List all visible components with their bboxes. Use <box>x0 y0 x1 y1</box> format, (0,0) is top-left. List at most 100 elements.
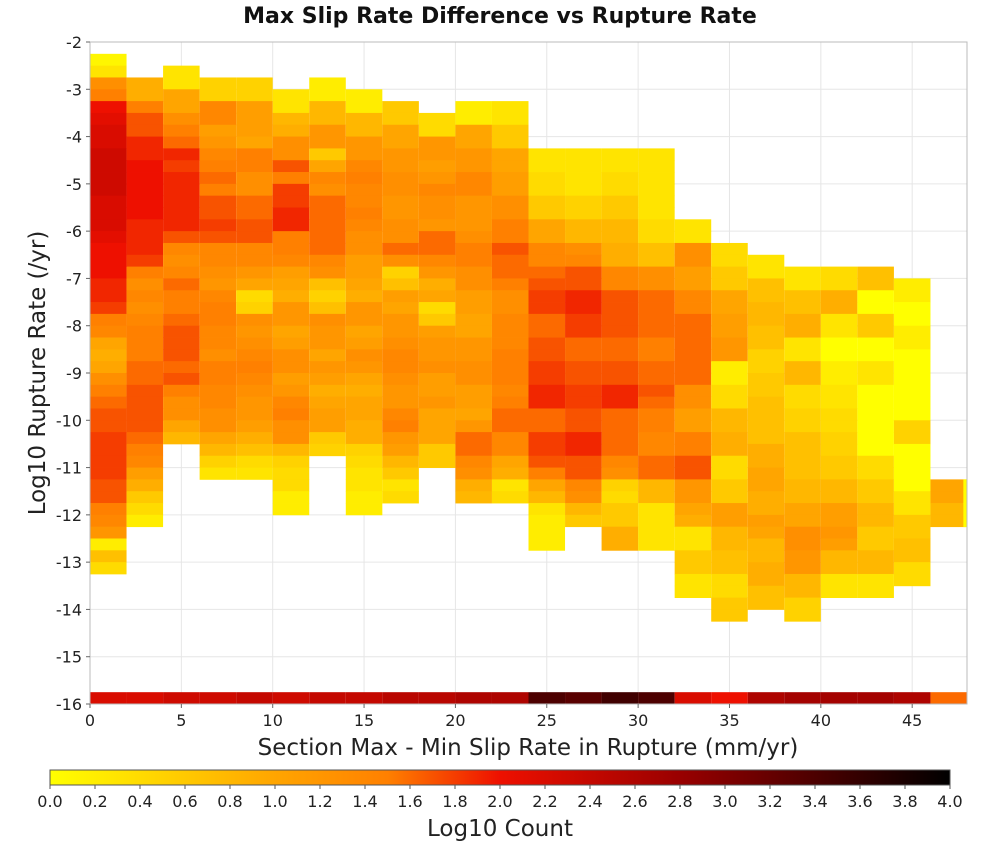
heatmap-cell <box>747 585 785 599</box>
heatmap-cell <box>199 219 237 232</box>
heatmap-cell <box>784 503 821 516</box>
heatmap-cell <box>491 325 529 338</box>
heatmap-cell <box>126 479 164 492</box>
heatmap-cell <box>126 325 164 338</box>
heatmap-cell <box>272 349 310 362</box>
heatmap-cell <box>126 136 164 149</box>
heatmap-cell <box>309 160 346 173</box>
x-tick-label: 5 <box>176 711 186 730</box>
heatmap-cell <box>747 597 785 610</box>
heatmap-cell <box>236 207 273 220</box>
heatmap-cell <box>784 443 821 457</box>
heatmap-cell <box>565 242 602 256</box>
heatmap-cell <box>565 195 602 208</box>
heatmap-cell <box>90 112 127 126</box>
heatmap-cell <box>820 514 858 528</box>
heatmap-cell <box>784 361 821 374</box>
heatmap-cell <box>674 573 712 587</box>
heatmap-cell <box>309 692 346 704</box>
heatmap-cell <box>309 373 346 386</box>
heatmap-cell <box>674 514 712 528</box>
x-tick-label: 25 <box>537 711 557 730</box>
heatmap-cell <box>528 172 566 185</box>
heatmap-cell <box>272 242 310 256</box>
heatmap-cell <box>90 479 127 492</box>
heatmap-cell <box>857 290 894 303</box>
heatmap-cell <box>309 242 346 256</box>
colorbar-tick-label: 0.0 <box>37 792 62 811</box>
heatmap-cell <box>601 172 639 185</box>
heatmap-cell <box>382 479 419 492</box>
heatmap-cell <box>126 337 164 350</box>
heatmap-cell <box>638 361 675 374</box>
heatmap-cell <box>418 219 456 232</box>
heatmap-cell <box>491 219 529 232</box>
heatmap-cell <box>126 231 164 244</box>
heatmap-cell <box>528 148 566 161</box>
heatmap-cell <box>90 242 127 256</box>
heatmap-cell <box>747 361 785 374</box>
heatmap-cell <box>382 325 419 338</box>
heatmap-cell <box>418 443 456 457</box>
heatmap-cell <box>857 420 894 433</box>
heatmap-cell <box>638 325 675 338</box>
heatmap-cell <box>893 562 931 575</box>
heatmap-cell <box>455 455 492 468</box>
heatmap-cell <box>674 361 712 374</box>
heatmap-cell <box>820 538 858 551</box>
heatmap-cell <box>820 443 858 457</box>
heatmap-cell <box>638 443 675 457</box>
heatmap-cell <box>674 278 712 291</box>
colorbar-tick-label: 4.0 <box>937 792 962 811</box>
heatmap-cell <box>857 302 894 315</box>
heatmap-cell <box>491 172 529 185</box>
heatmap-cell <box>236 148 273 161</box>
heatmap-cell <box>638 302 675 315</box>
heatmap-cell <box>126 467 164 480</box>
heatmap-cell <box>638 337 675 350</box>
heatmap-cell <box>126 112 164 126</box>
heatmap-cell <box>601 491 639 504</box>
heatmap-cell <box>893 408 931 421</box>
heatmap-cell <box>491 361 529 374</box>
heatmap-cell <box>272 373 310 386</box>
heatmap-cell <box>455 183 492 197</box>
heatmap-cell <box>857 538 894 551</box>
heatmap-cell <box>565 207 602 220</box>
heatmap-cell <box>674 467 712 480</box>
heatmap-cell <box>126 396 164 409</box>
heatmap-cell <box>528 432 566 445</box>
heatmap-cell <box>893 313 931 327</box>
heatmap-cell <box>272 479 310 492</box>
heatmap-cell <box>309 183 346 197</box>
heatmap-cell <box>491 455 529 468</box>
heatmap-cell <box>601 313 639 327</box>
heatmap-cell <box>820 503 858 516</box>
heatmap-cell <box>90 361 127 374</box>
heatmap-cell <box>820 313 858 327</box>
chart-title: Max Slip Rate Difference vs Rupture Rate <box>243 4 757 29</box>
heatmap-cell <box>309 195 346 208</box>
heatmap-cell <box>930 479 967 492</box>
heatmap-cell <box>163 420 200 433</box>
heatmap-cell <box>309 361 346 374</box>
heatmap-cell <box>126 254 164 268</box>
heatmap-cell <box>565 408 602 421</box>
heatmap-cell <box>199 692 237 704</box>
heatmap-cell <box>382 207 419 220</box>
heatmap-cell <box>674 443 712 457</box>
heatmap-cell <box>455 290 492 303</box>
heatmap-cell <box>528 479 566 492</box>
heatmap-cell <box>857 467 894 480</box>
heatmap-cell <box>345 160 383 173</box>
heatmap-cell <box>309 278 346 291</box>
heatmap-cell <box>601 432 639 445</box>
heatmap-cell <box>528 443 566 457</box>
heatmap-cell <box>236 337 273 350</box>
heatmap-cell <box>638 384 675 398</box>
heatmap-cell <box>528 420 566 433</box>
heatmap-cell <box>893 302 931 315</box>
heatmap-cell <box>491 479 529 492</box>
heatmap-cell <box>418 432 456 445</box>
heatmap-cell <box>674 550 712 563</box>
